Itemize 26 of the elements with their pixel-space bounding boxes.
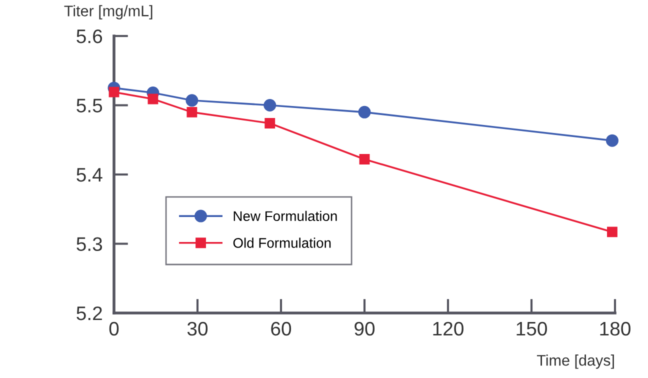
y-tick-label: 5.2: [76, 306, 102, 320]
point: [264, 118, 276, 128]
y-tick-label: 5.5: [76, 98, 102, 112]
y-tick-label: 5.4: [76, 168, 102, 182]
x-tick-label: 0: [109, 322, 119, 336]
x-tick-label: 120: [433, 322, 464, 336]
point: [148, 94, 158, 104]
x-tick-label: 90: [354, 322, 375, 336]
point: [359, 154, 370, 164]
point: [606, 134, 618, 147]
x-axis-title: Time [days]: [536, 354, 614, 369]
point: [186, 106, 198, 118]
y-tick-label: 5.3: [76, 237, 102, 251]
y-tick-label: 5.6: [76, 29, 102, 44]
point: [264, 99, 276, 112]
legend-label: Old Formulation: [233, 238, 331, 248]
point: [358, 106, 371, 118]
point: [108, 86, 120, 98]
point: [607, 226, 618, 238]
x-tick-label: 180: [600, 322, 630, 336]
x-tick-label: 60: [271, 322, 292, 336]
x-tick-label: 30: [187, 322, 208, 336]
point: [186, 94, 198, 107]
x-tick-label: 150: [516, 322, 547, 336]
y-axis-title: Titer [mg/mL]: [64, 5, 152, 20]
legend-label: New Formulation: [234, 210, 337, 222]
